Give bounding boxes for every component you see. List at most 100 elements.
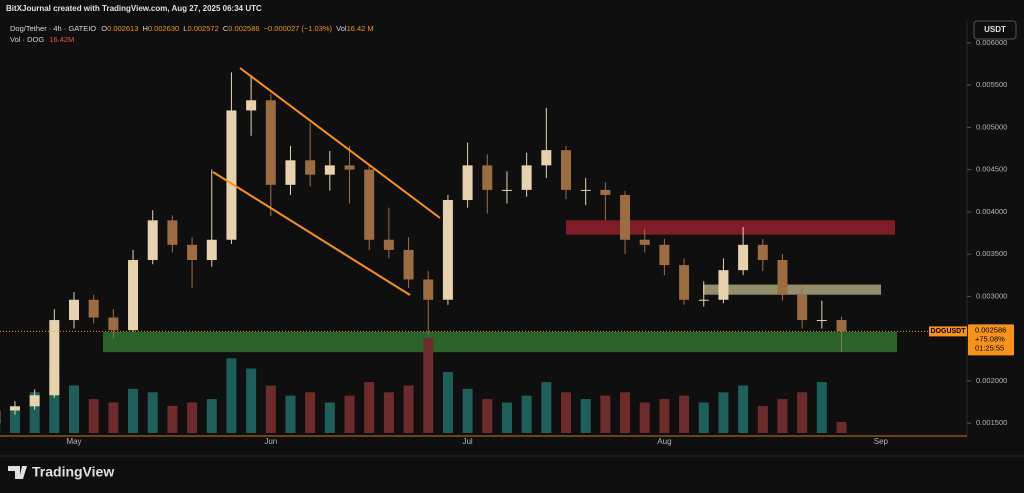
y-tick-label: 0.003000 — [976, 291, 1007, 300]
candle-body — [265, 100, 276, 185]
volume-bar — [383, 392, 394, 433]
volume-study: Vol · DOG — [10, 35, 44, 44]
candle-body — [797, 294, 808, 321]
volume-bar — [482, 399, 493, 433]
zone — [566, 220, 895, 235]
volume-bar — [9, 409, 20, 433]
volume-bar — [738, 385, 749, 433]
volume-bar — [580, 399, 591, 433]
price-tag-countdown: 01:25:55 — [975, 343, 1004, 352]
volume-bar — [679, 395, 690, 433]
volume-bar — [167, 405, 178, 433]
legend-line: Dog/Tether · 4h · GATEIO O0.002613 H0.00… — [10, 24, 374, 33]
volume-bar — [816, 382, 827, 433]
volume-bar — [265, 385, 276, 433]
change: −0.000027 (−1.03%) — [264, 24, 333, 33]
candle-body — [639, 239, 650, 245]
volume-bar — [324, 402, 335, 433]
candle-body — [305, 160, 316, 175]
channel-line — [239, 67, 441, 219]
plot-area — [0, 72, 966, 433]
y-tick-label: 0.006000 — [976, 38, 1007, 47]
volume-bar — [29, 392, 40, 433]
ohlc-label: O — [101, 24, 107, 33]
candle-body — [521, 165, 532, 190]
candle-body — [836, 320, 847, 332]
volume-bar — [403, 385, 414, 433]
candle-body — [561, 150, 571, 190]
volume-bar — [462, 388, 473, 433]
candle-body — [88, 299, 99, 318]
volume-legend: Vol · DOG 16.42M — [10, 35, 74, 44]
volume-bar — [69, 385, 79, 433]
volume-bar — [698, 402, 709, 433]
volume-bar — [521, 395, 532, 433]
volume-bar — [49, 371, 60, 433]
volume-bar — [757, 405, 768, 433]
y-tick-label: 0.005000 — [976, 122, 1007, 131]
x-tick-label: Jul — [462, 437, 472, 446]
volume-bar — [541, 382, 552, 433]
channel — [212, 67, 441, 296]
price-tag-change: +75.08% — [975, 334, 1005, 343]
volume-label: Vol — [336, 24, 347, 33]
candle-body — [679, 265, 690, 300]
candle-body — [285, 160, 296, 185]
volume-bar — [561, 392, 571, 433]
volume-bar — [226, 358, 237, 433]
symbol-tag-label: DOGUSDT — [931, 328, 967, 335]
volume-bar — [88, 399, 99, 433]
candle-body — [383, 239, 394, 250]
volume-bar — [639, 402, 650, 433]
candle-body — [462, 165, 473, 201]
volume-bar — [128, 388, 139, 433]
volume-value: 16.42 M — [347, 24, 374, 33]
volume-bar — [836, 421, 847, 433]
volume-bar — [285, 395, 296, 433]
candle-body — [541, 150, 552, 166]
x-tick-label: Sep — [874, 437, 889, 446]
candle-body — [29, 395, 40, 407]
ohlc-value: 0.002586 — [228, 24, 259, 33]
zone — [103, 331, 897, 353]
candle-body — [226, 110, 237, 240]
volume-bar — [423, 338, 434, 433]
candle-body — [816, 320, 827, 322]
x-tick-label: May — [66, 437, 81, 446]
candle-body — [324, 165, 335, 175]
candle-body — [49, 320, 60, 396]
y-tick-label: 0.004000 — [976, 207, 1007, 216]
ohlc-value: 0.002613 — [107, 24, 138, 33]
volume-bar — [718, 392, 729, 433]
candle-body — [423, 279, 434, 300]
volume-bar — [147, 392, 158, 433]
candle-body — [403, 249, 414, 280]
x-tick-label: Aug — [657, 437, 671, 446]
volume-bar — [206, 399, 217, 433]
candle-body — [364, 169, 375, 240]
candle-body — [698, 299, 709, 301]
price-axis: 0.001500 0.002000 0.003000 0.003500 0.004000… — [967, 38, 1007, 427]
ohlc-label: C — [223, 24, 229, 33]
volume-study-value: 16.42M — [49, 35, 74, 44]
volume-bar — [246, 368, 257, 433]
currency-button[interactable] — [973, 20, 1017, 40]
candle-body — [167, 220, 178, 245]
candle-body — [482, 165, 493, 190]
candle-body — [757, 244, 768, 261]
candle-body — [147, 220, 158, 261]
candle-body — [246, 100, 257, 111]
price-tag — [968, 324, 1014, 356]
x-tick-label: Jun — [264, 437, 277, 446]
candle-body — [620, 194, 631, 240]
y-tick-label: 0.003500 — [976, 249, 1007, 258]
candle-body — [187, 244, 198, 261]
volume-bar — [442, 371, 453, 433]
volume-bar — [364, 382, 375, 433]
currency[interactable]: USDT — [984, 25, 1006, 34]
candle-body — [600, 189, 611, 195]
candle-body — [206, 239, 217, 261]
candle-body — [580, 189, 591, 191]
